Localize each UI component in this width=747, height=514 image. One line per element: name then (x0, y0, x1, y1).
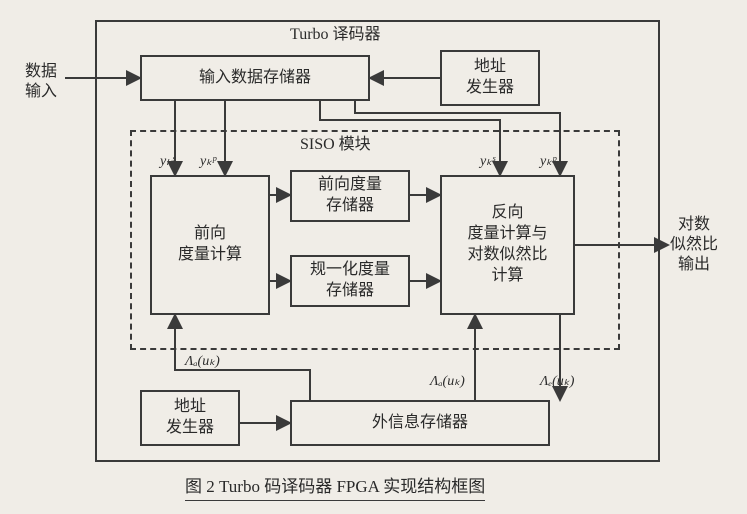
diagram-canvas: Turbo 译码器 输入数据存储器 地址发生器 SISO 模块 前向度量计算 前… (0, 0, 747, 514)
arrows-layer (0, 0, 747, 514)
